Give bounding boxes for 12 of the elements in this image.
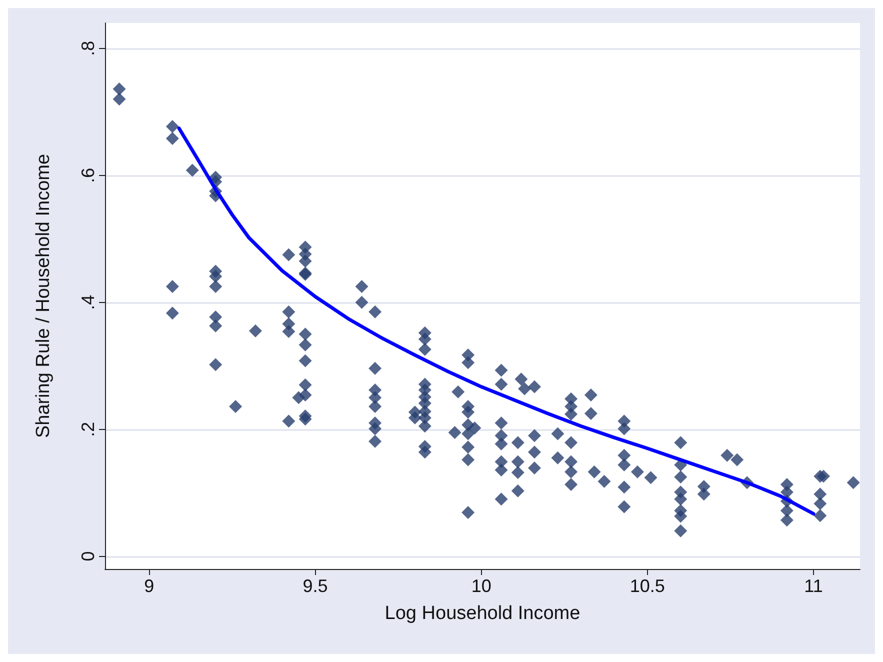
y-tick-label: .2 [78,422,98,437]
x-tick-label: 10.5 [630,576,665,596]
y-tick-label: .4 [78,294,98,310]
x-tick-label: 10 [471,576,492,596]
y-tick-label: .8 [78,40,98,56]
x-axis-title: Log Household Income [384,603,580,624]
x-tick-label: 11 [804,576,823,596]
y-tick-label: 0 [78,551,98,562]
y-axis-title: Sharing Rule / Household Income [33,154,54,438]
x-tick-label: 9.5 [302,576,328,596]
y-tick-label: .6 [78,168,98,183]
x-tick-label: 9 [144,576,154,596]
